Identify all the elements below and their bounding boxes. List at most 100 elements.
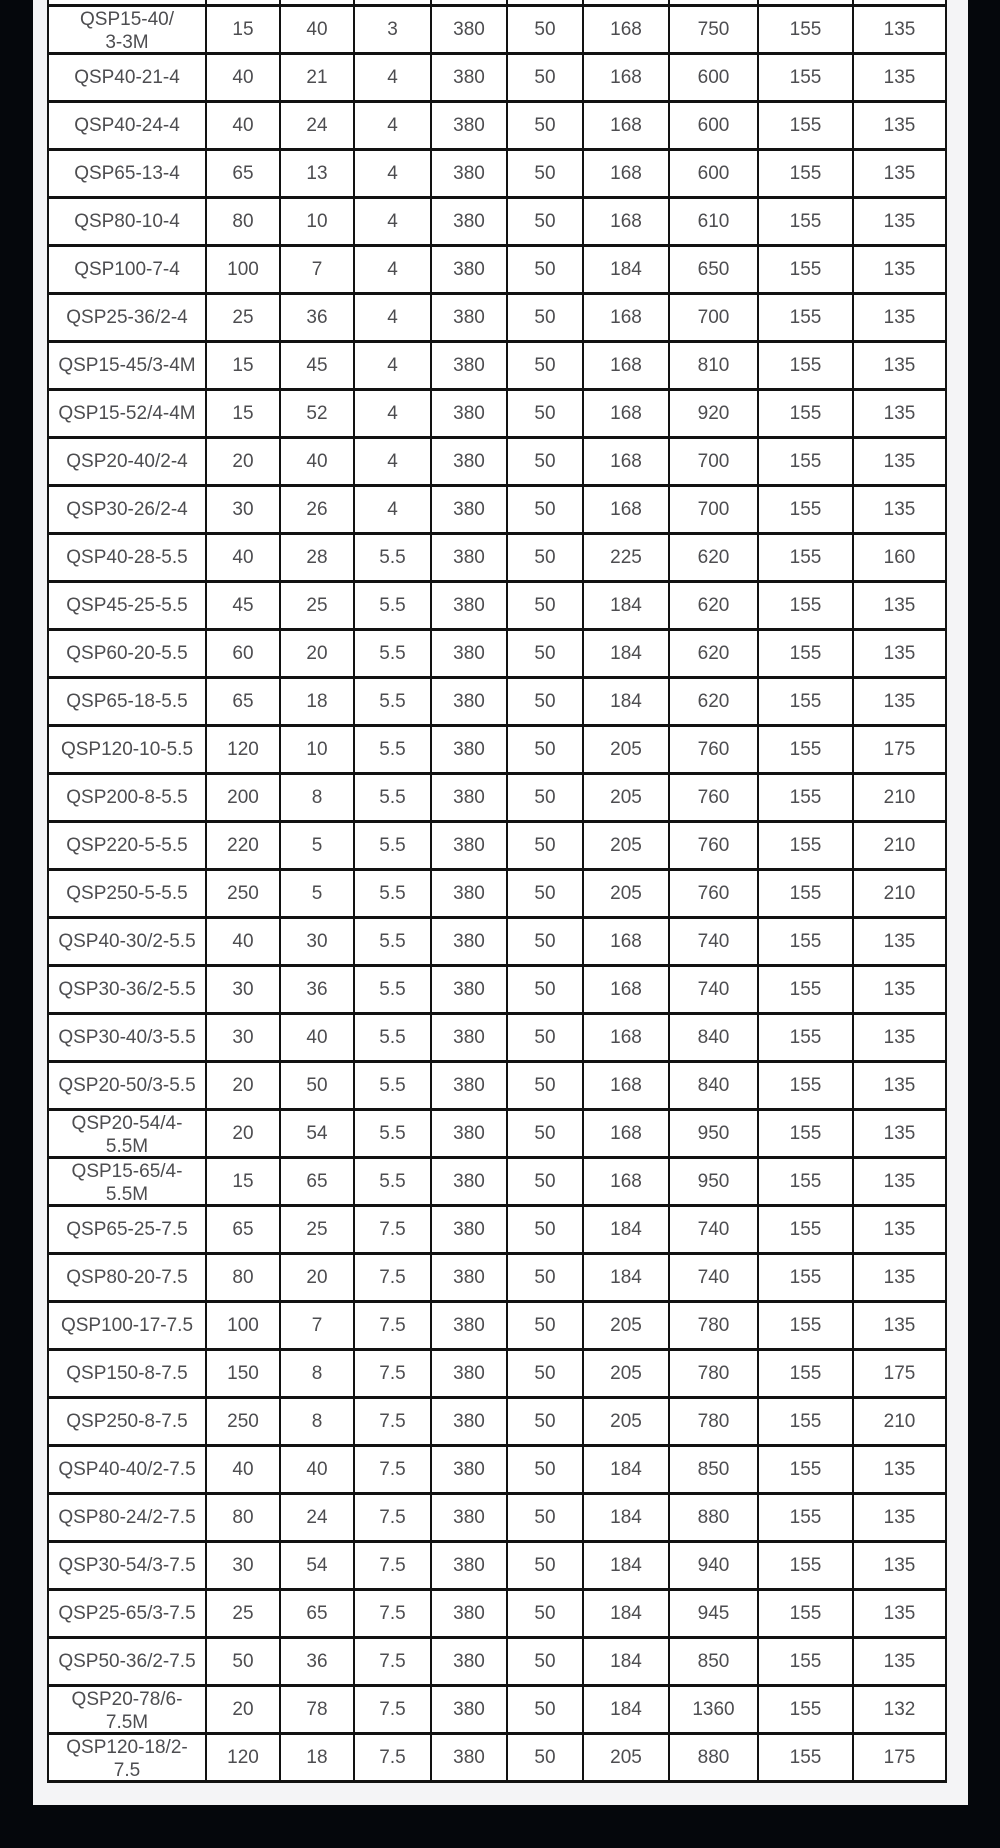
value-cell: 50 [205,1636,281,1687]
value-cell: 50 [506,1012,584,1063]
value-cell: 380 [430,388,508,439]
value-cell: 780 [668,1348,759,1399]
value-cell: 50 [506,148,584,199]
value-cell: 135 [852,580,947,631]
value-cell: 30 [279,916,355,967]
value-cell: 155 [757,100,854,151]
value-cell: 4 [353,292,432,343]
value-cell: 168 [582,4,670,55]
value-cell: 5.5 [353,1156,432,1207]
value-cell: 600 [668,148,759,199]
value-cell: 120 [205,1732,281,1783]
value-cell: 36 [279,964,355,1015]
value-cell: 380 [430,1444,508,1495]
value-cell: 205 [582,1732,670,1783]
value-cell: 380 [430,244,508,295]
value-cell: 380 [430,964,508,1015]
value-cell: 40 [279,4,355,55]
value-cell: 155 [757,1444,854,1495]
value-cell: 50 [506,1588,584,1639]
pump-spec-table: QSP15-40/ 3-3M 15 40 3 380 50 168 750 15… [47,0,947,1783]
value-cell: 135 [852,1060,947,1111]
value-cell: 7.5 [353,1492,432,1543]
value-cell [279,0,355,7]
value-cell: 380 [430,532,508,583]
value-cell: 21 [279,52,355,103]
value-cell: 135 [852,388,947,439]
value-cell: 50 [506,1396,584,1447]
value-cell: 13 [279,148,355,199]
value-cell: 50 [506,1684,584,1735]
model-cell: QSP15-40/ 3-3M [47,4,207,55]
value-cell: 168 [582,436,670,487]
value-cell: 65 [279,1156,355,1207]
value-cell: 4 [353,388,432,439]
value-cell: 40 [205,532,281,583]
value-cell: 155 [757,244,854,295]
value-cell: 80 [205,196,281,247]
value-cell: 50 [506,388,584,439]
value-cell: 7.5 [353,1396,432,1447]
model-cell: QSP40-30/2-5.5 [47,916,207,967]
table-row: QSP15-65/4- 5.5M 15 65 5.5 380 50 168 95… [47,1156,947,1207]
value-cell: 50 [506,724,584,775]
value-cell: 4 [353,52,432,103]
value-cell: 15 [205,340,281,391]
model-cell: QSP25-65/3-7.5 [47,1588,207,1639]
value-cell: 135 [852,436,947,487]
table-row: QSP100-17-7.5 100 7 7.5 380 50 205 780 1… [47,1300,947,1351]
table-row: QSP40-28-5.5 40 28 5.5 380 50 225 620 15… [47,532,947,583]
value-cell: 168 [582,1060,670,1111]
value-cell: 40 [205,1444,281,1495]
value-cell: 20 [279,1252,355,1303]
table-row: QSP100-7-4 100 7 4 380 50 184 650 155 13… [47,244,947,295]
value-cell: 155 [757,1204,854,1255]
value-cell: 100 [205,1300,281,1351]
value-cell: 50 [506,580,584,631]
value-cell: 950 [668,1108,759,1159]
value-cell: 168 [582,916,670,967]
table-row: QSP30-26/2-4 30 26 4 380 50 168 700 155 … [47,484,947,535]
value-cell: 36 [279,1636,355,1687]
value-cell: 155 [757,436,854,487]
table-row: QSP15-45/3-4M 15 45 4 380 50 168 810 155… [47,340,947,391]
value-cell: 5.5 [353,1108,432,1159]
model-cell: QSP250-8-7.5 [47,1396,207,1447]
value-cell: 135 [852,1012,947,1063]
table-row: QSP220-5-5.5 220 5 5.5 380 50 205 760 15… [47,820,947,871]
value-cell: 950 [668,1156,759,1207]
value-cell: 30 [205,1012,281,1063]
value-cell: 380 [430,1060,508,1111]
value-cell: 380 [430,1204,508,1255]
value-cell: 50 [506,52,584,103]
value-cell: 760 [668,772,759,823]
value-cell: 50 [506,676,584,727]
model-cell: QSP65-25-7.5 [47,1204,207,1255]
value-cell: 20 [205,1108,281,1159]
value-cell [205,0,281,7]
value-cell: 135 [852,1492,947,1543]
value-cell: 50 [279,1060,355,1111]
value-cell: 155 [757,1588,854,1639]
table-row: QSP40-30/2-5.5 40 30 5.5 380 50 168 740 … [47,916,947,967]
value-cell: 50 [506,1108,584,1159]
value-cell: 65 [205,676,281,727]
value-cell: 155 [757,724,854,775]
value-cell: 155 [757,1492,854,1543]
value-cell: 4 [353,100,432,151]
value-cell: 205 [582,724,670,775]
value-cell: 155 [757,1252,854,1303]
value-cell: 135 [852,100,947,151]
value-cell: 380 [430,1252,508,1303]
value-cell: 184 [582,1540,670,1591]
value-cell: 30 [205,484,281,535]
value-cell: 155 [757,1012,854,1063]
value-cell: 7.5 [353,1540,432,1591]
value-cell: 1360 [668,1684,759,1735]
model-cell: QSP65-13-4 [47,148,207,199]
value-cell: 380 [430,1300,508,1351]
page-background: QSP15-40/ 3-3M 15 40 3 380 50 168 750 15… [33,0,968,1805]
value-cell: 840 [668,1012,759,1063]
value-cell: 155 [757,916,854,967]
table-row: QSP25-36/2-4 25 36 4 380 50 168 700 155 … [47,292,947,343]
